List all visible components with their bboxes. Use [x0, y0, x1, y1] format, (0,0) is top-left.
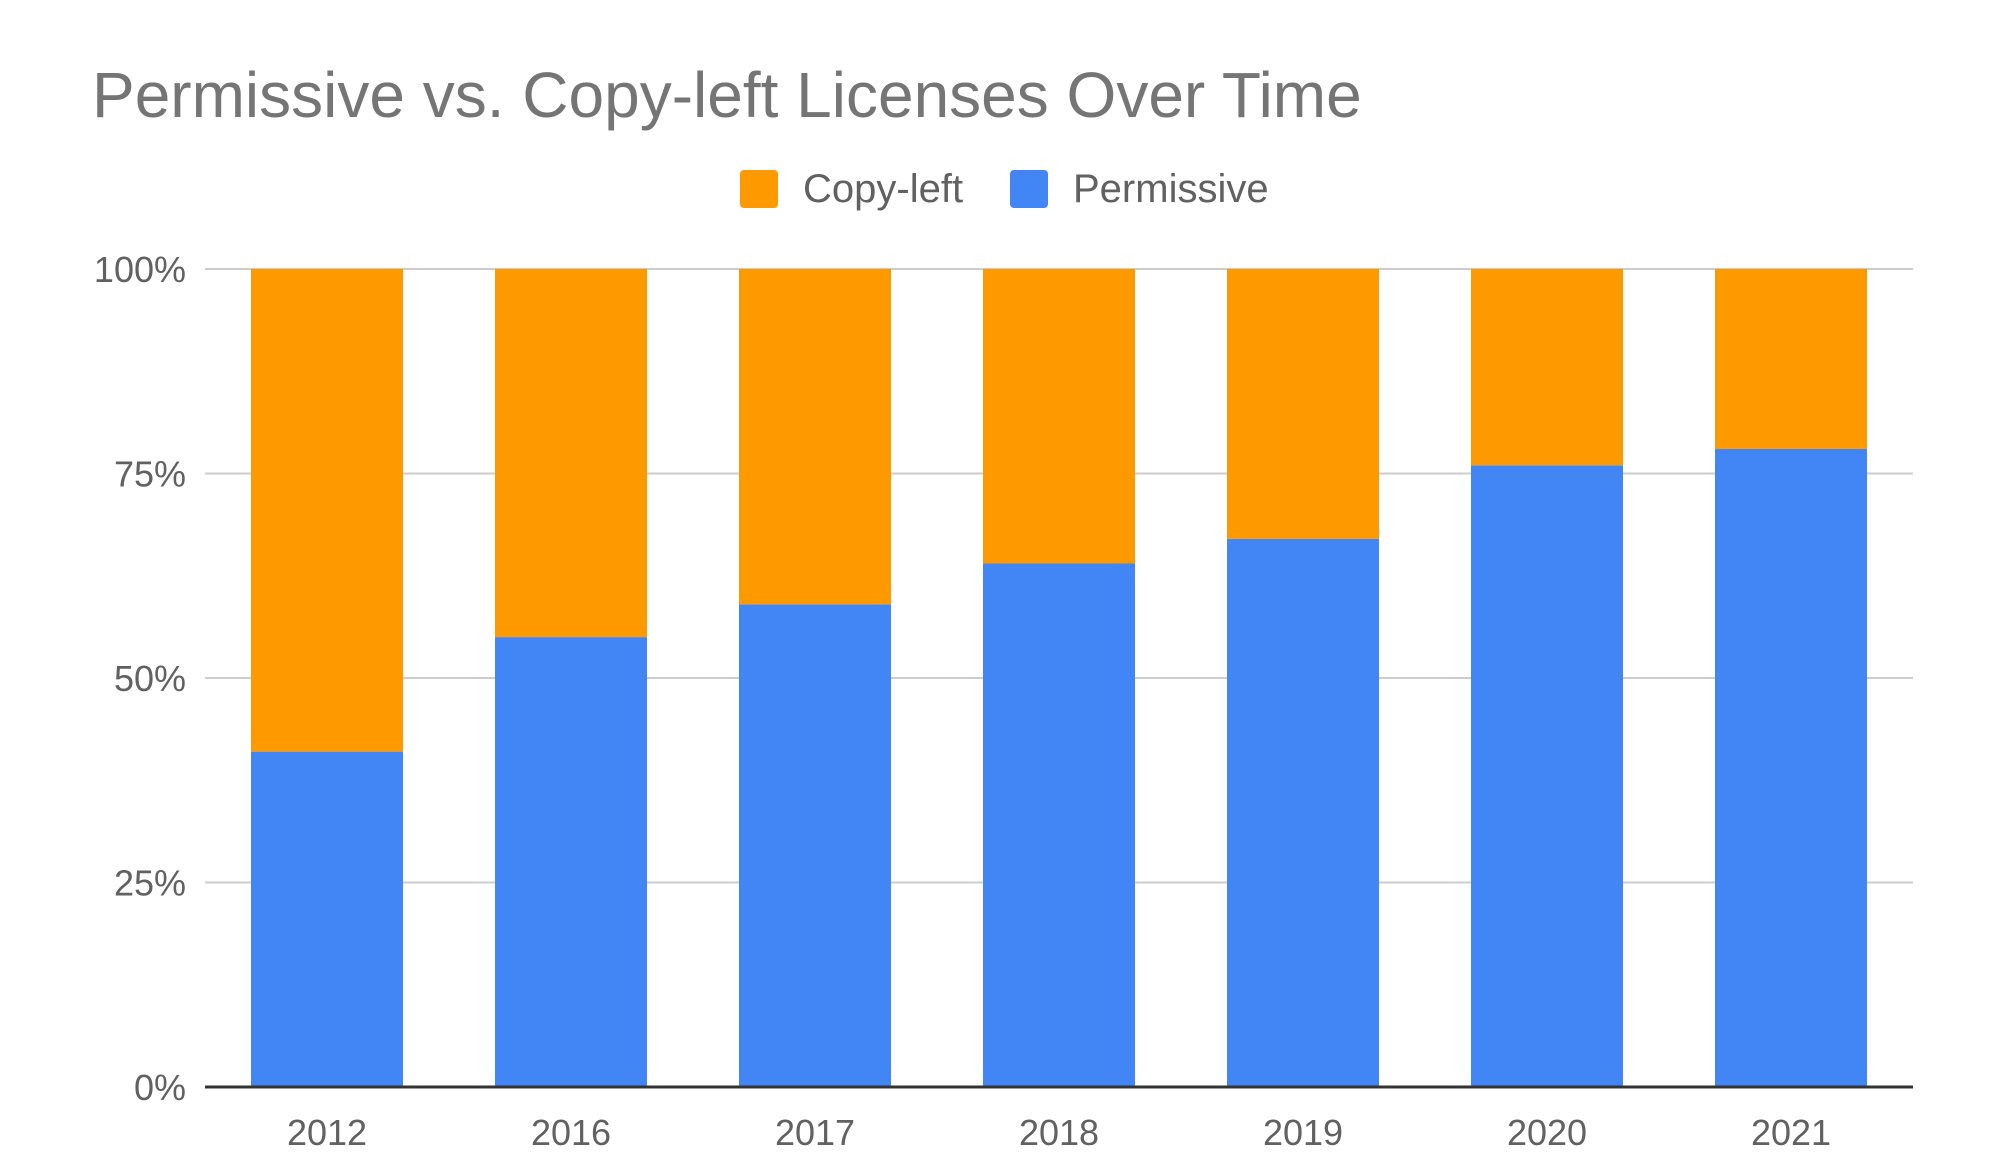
bar-permissive-2021: [1715, 448, 1867, 1088]
bar-permissive-2019: [1227, 538, 1379, 1087]
y-tick-label: 75%: [114, 454, 186, 495]
bar-permissive-2016: [495, 637, 647, 1087]
bar-permissive-2020: [1471, 465, 1623, 1087]
legend-swatch-copy-left: [740, 170, 778, 208]
bar-copy-left-2012: [251, 269, 403, 752]
legend: Copy-left Permissive: [740, 167, 1269, 211]
legend-label-copy-left: Copy-left: [803, 167, 963, 211]
bar-permissive-2012: [251, 751, 403, 1087]
bar-permissive-2018: [983, 563, 1135, 1087]
bar-copy-left-2019: [1227, 269, 1379, 539]
bars: [251, 269, 1867, 1088]
x-axis: 2012 2016 2017 2018 2019 2020 2021: [205, 1085, 1913, 1153]
bar-copy-left-2020: [1471, 269, 1623, 466]
bar-permissive-2017: [739, 604, 891, 1087]
legend-label-permissive: Permissive: [1073, 167, 1269, 211]
bar-copy-left-2021: [1715, 269, 1867, 449]
bar-copy-left-2017: [739, 269, 891, 605]
y-axis: 0% 25% 50% 75% 100%: [94, 249, 186, 1108]
chart-title: Permissive vs. Copy-left Licenses Over T…: [92, 59, 1362, 131]
x-tick-label: 2019: [1263, 1112, 1343, 1153]
y-tick-label: 100%: [94, 249, 186, 290]
y-tick-label: 50%: [114, 658, 186, 699]
x-tick-label: 2018: [1019, 1112, 1099, 1153]
bar-copy-left-2018: [983, 269, 1135, 564]
y-tick-label: 25%: [114, 863, 186, 904]
x-tick-label: 2012: [287, 1112, 367, 1153]
y-tick-label: 0%: [134, 1067, 186, 1108]
x-tick-label: 2017: [775, 1112, 855, 1153]
x-tick-label: 2021: [1751, 1112, 1831, 1153]
x-tick-label: 2016: [531, 1112, 611, 1153]
x-tick-label: 2020: [1507, 1112, 1587, 1153]
legend-swatch-permissive: [1010, 170, 1048, 208]
bar-copy-left-2016: [495, 269, 647, 638]
